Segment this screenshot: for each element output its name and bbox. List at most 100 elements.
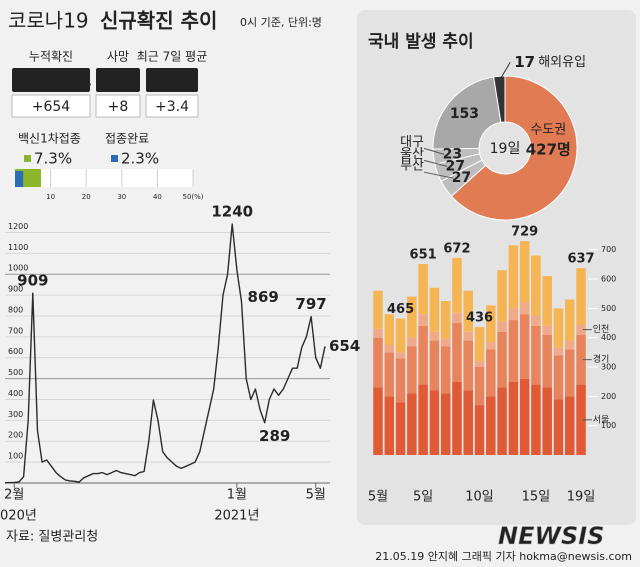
bar-segment	[531, 315, 541, 326]
x-tick-label: 1월	[227, 488, 247, 503]
legend-label: 접종완료	[105, 132, 149, 146]
value-label: 2.3%	[121, 150, 159, 168]
bar-segment	[519, 302, 530, 315]
bar-segment	[373, 387, 383, 455]
y-tick-label: 700	[601, 245, 616, 254]
stat-change-box	[11, 94, 91, 118]
watermark: NEWSIS	[498, 522, 604, 550]
bar-segment	[429, 287, 440, 332]
stat-label: 누적확진	[29, 50, 73, 64]
stat-label: 사망	[107, 50, 129, 64]
legend-label: 경기	[593, 353, 610, 365]
bar-segment	[463, 331, 473, 341]
leader-line	[423, 147, 445, 155]
x-tick-label: 40	[153, 193, 162, 201]
y-tick-label: 800	[8, 305, 23, 314]
stat-value: 13만3471	[10, 71, 92, 90]
progress-track	[15, 169, 193, 187]
bar-segment	[395, 358, 406, 403]
y-tick-label: 200	[8, 431, 23, 440]
bar-segment	[531, 255, 541, 316]
slice-name: 수도권	[530, 123, 566, 138]
bar-segment	[508, 381, 519, 455]
data-label: 869	[248, 288, 279, 306]
bar-segment	[565, 396, 575, 455]
x-tick-label: 20	[82, 193, 91, 201]
bar-segment	[463, 290, 473, 332]
y-tick-label: 100	[8, 452, 23, 461]
bar-segment	[576, 268, 586, 325]
bar-segment	[407, 296, 417, 338]
bar-segment	[429, 390, 440, 455]
pie-slice	[450, 75, 578, 221]
bar-segment	[373, 337, 383, 388]
stat-change: +654	[32, 99, 71, 115]
y-tick-label: 900	[8, 285, 23, 294]
pie-slice	[493, 75, 506, 123]
bar-segment	[395, 318, 406, 353]
stat-change: +8	[108, 99, 129, 115]
y-tick-label: 1000	[8, 264, 28, 273]
year-label: 2020년	[0, 509, 37, 524]
bar-segment	[565, 340, 575, 350]
x-tick-label: 2월	[4, 488, 24, 503]
stat-box	[12, 68, 90, 92]
x-tick-label: 5일	[413, 490, 433, 505]
pie-slice	[432, 76, 502, 150]
bar-segment	[373, 328, 383, 338]
x-tick-label: 10	[46, 193, 55, 201]
x-tick-label: 5월	[368, 490, 388, 505]
bar-segment	[519, 241, 530, 303]
bar-segment	[452, 312, 462, 323]
x-tick-label: 30	[117, 193, 126, 201]
bar-segment	[508, 245, 519, 309]
bar-segment	[407, 337, 417, 347]
y-tick-label: 600	[8, 347, 23, 356]
bar-segment	[463, 340, 473, 391]
bar-segment	[553, 347, 564, 356]
bar-segment	[440, 301, 451, 340]
bar-segment	[508, 320, 519, 382]
bar-segment	[576, 384, 586, 455]
y-tick-label: 1200	[8, 222, 28, 231]
y-tick-label: 600	[601, 275, 616, 284]
bar-segment	[429, 340, 440, 391]
x-tick-label: 15일	[522, 490, 551, 505]
y-tick-label: 400	[601, 333, 616, 342]
y-tick-label: 500	[601, 304, 616, 313]
bar-segment	[395, 352, 406, 359]
bar-segment	[531, 384, 541, 455]
bar-segment	[384, 314, 395, 345]
bar-segment	[418, 264, 428, 315]
bar-segment	[418, 384, 428, 455]
data-label: 1240	[211, 203, 253, 221]
stat-label: 최근 7일 평균	[137, 50, 207, 64]
bar-segment	[429, 331, 440, 341]
total-label: 651	[410, 248, 437, 263]
legend-label: 인천	[593, 324, 610, 335]
bar-segment	[384, 396, 395, 455]
title-bold: 신규확진 추이	[100, 9, 217, 33]
slice-value: 427명	[526, 141, 571, 159]
bar-segment	[440, 393, 451, 455]
y-tick-label: 100	[601, 421, 616, 430]
y-tick-label: 1100	[8, 243, 28, 252]
data-label: 654	[329, 337, 360, 355]
bar-segment	[474, 367, 485, 406]
stat-value: 627.7	[147, 71, 198, 90]
data-label: 909	[17, 272, 48, 290]
bar-segment	[553, 399, 564, 455]
bar-segment	[452, 257, 462, 313]
title: 코로나19	[8, 9, 89, 33]
stat-change-box	[95, 94, 141, 118]
stat-box	[146, 68, 198, 92]
x-tick-label: 50(%)	[182, 193, 203, 201]
bar-segment	[497, 321, 507, 332]
legend-label: 서울	[593, 414, 610, 425]
bar-segment	[373, 290, 383, 329]
x-tick-label: 5월	[306, 488, 326, 503]
y-tick-label: 700	[8, 326, 23, 335]
stat-change-box	[145, 94, 199, 118]
bar-segment	[565, 299, 575, 341]
